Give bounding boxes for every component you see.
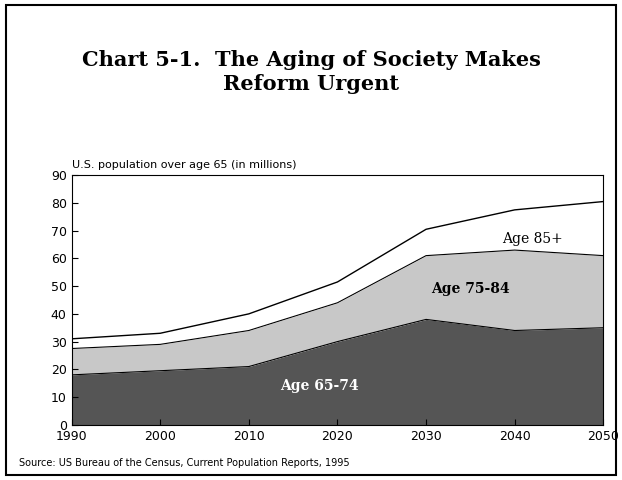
Text: Age 65-74: Age 65-74 <box>281 379 359 393</box>
Text: Age 85+: Age 85+ <box>502 232 563 246</box>
Text: U.S. population over age 65 (in millions): U.S. population over age 65 (in millions… <box>72 160 296 170</box>
Text: Source: US Bureau of the Census, Current Population Reports, 1995: Source: US Bureau of the Census, Current… <box>19 458 350 468</box>
Text: Age 75-84: Age 75-84 <box>431 282 509 296</box>
Text: Chart 5-1.  The Aging of Society Makes
Reform Urgent: Chart 5-1. The Aging of Society Makes Re… <box>81 50 541 94</box>
